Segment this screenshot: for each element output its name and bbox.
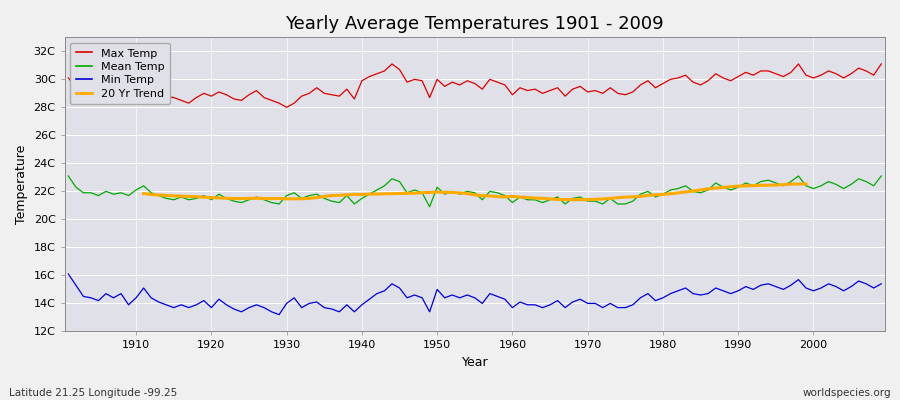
X-axis label: Year: Year	[462, 356, 488, 369]
Y-axis label: Temperature: Temperature	[15, 145, 28, 224]
Title: Yearly Average Temperatures 1901 - 2009: Yearly Average Temperatures 1901 - 2009	[285, 15, 664, 33]
Text: Latitude 21.25 Longitude -99.25: Latitude 21.25 Longitude -99.25	[9, 388, 177, 398]
Legend: Max Temp, Mean Temp, Min Temp, 20 Yr Trend: Max Temp, Mean Temp, Min Temp, 20 Yr Tre…	[70, 43, 170, 104]
Text: worldspecies.org: worldspecies.org	[803, 388, 891, 398]
